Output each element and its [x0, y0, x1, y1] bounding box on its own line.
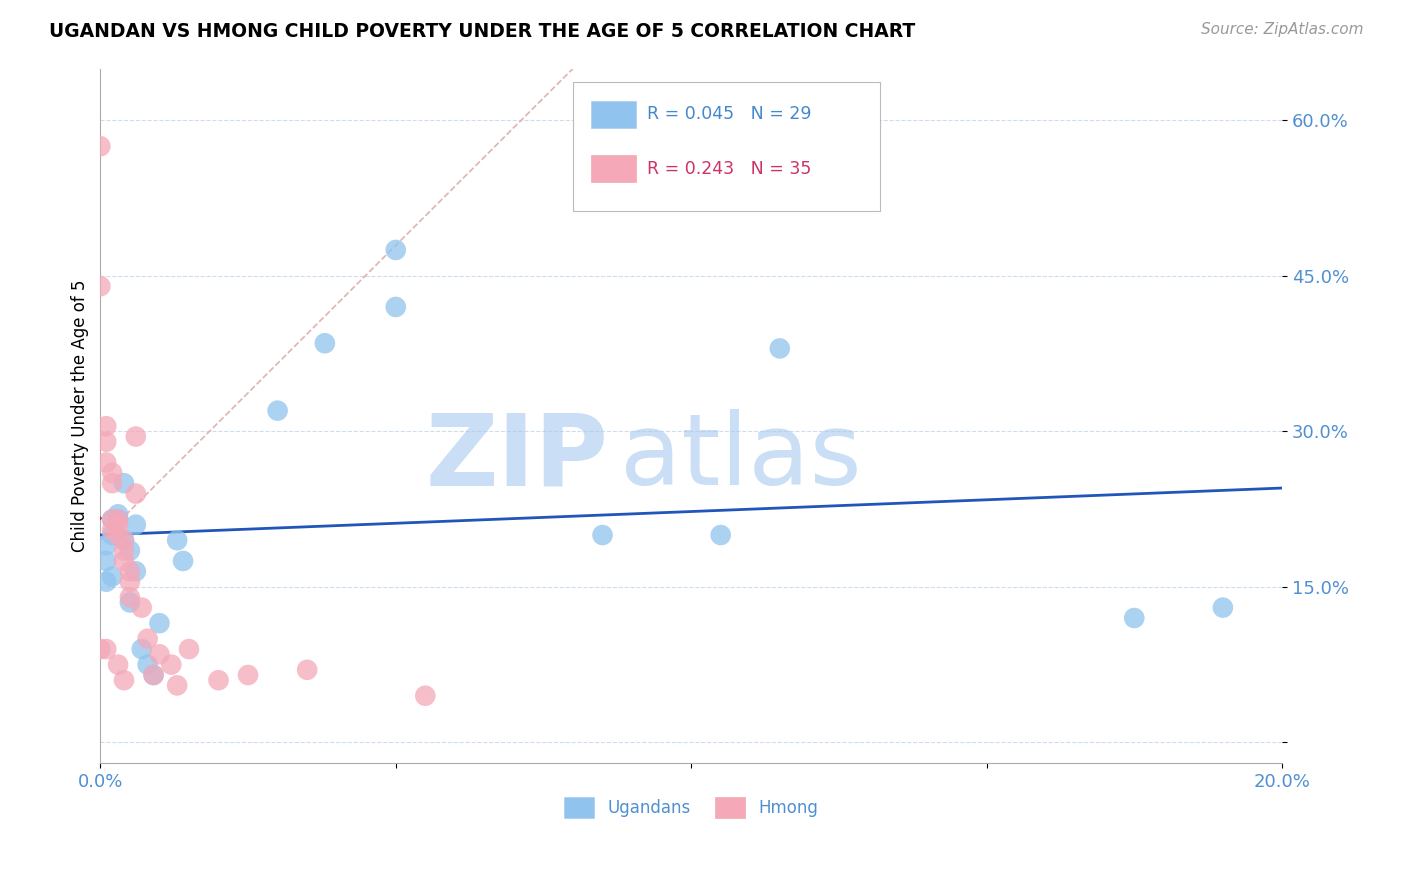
Point [136, 632, 159, 646]
Point [172, 554, 194, 568]
Point [131, 600, 153, 615]
Point [118, 591, 141, 605]
Point [89, 279, 111, 293]
Point [89, 642, 111, 657]
Point [101, 528, 124, 542]
Point [148, 647, 170, 661]
Point [131, 642, 153, 657]
Point [1212, 600, 1234, 615]
Point [384, 243, 406, 257]
Point [266, 403, 288, 417]
Point [592, 528, 614, 542]
Point [96, 538, 118, 552]
Point [166, 533, 188, 548]
Point [142, 668, 165, 682]
Text: UGANDAN VS HMONG CHILD POVERTY UNDER THE AGE OF 5 CORRELATION CHART: UGANDAN VS HMONG CHILD POVERTY UNDER THE… [49, 22, 915, 41]
Point [107, 512, 129, 526]
Point [96, 642, 118, 657]
Point [101, 569, 124, 583]
Point [96, 434, 118, 449]
FancyBboxPatch shape [591, 155, 636, 182]
Point [125, 486, 148, 500]
Point [96, 574, 118, 589]
Legend: Ugandans, Hmong: Ugandans, Hmong [557, 790, 825, 824]
Point [142, 668, 165, 682]
Point [160, 657, 183, 672]
Point [96, 554, 118, 568]
Point [148, 616, 170, 631]
Text: R = 0.243   N = 35: R = 0.243 N = 35 [647, 160, 811, 178]
Point [295, 663, 318, 677]
FancyBboxPatch shape [574, 82, 880, 211]
Text: R = 0.045   N = 29: R = 0.045 N = 29 [647, 105, 811, 123]
Point [101, 523, 124, 537]
Point [136, 657, 159, 672]
Text: atlas: atlas [620, 409, 862, 506]
Y-axis label: Child Poverty Under the Age of 5: Child Poverty Under the Age of 5 [72, 279, 89, 552]
Point [89, 139, 111, 153]
Point [112, 554, 135, 568]
Point [112, 533, 135, 548]
Point [166, 678, 188, 692]
Point [112, 533, 135, 548]
Point [236, 668, 259, 682]
Point [314, 336, 336, 351]
Point [1123, 611, 1146, 625]
Point [118, 565, 141, 579]
Point [101, 512, 124, 526]
Point [118, 543, 141, 558]
Point [413, 689, 436, 703]
Point [112, 476, 135, 491]
Point [125, 565, 148, 579]
Point [101, 512, 124, 526]
Text: ZIP: ZIP [426, 409, 609, 506]
Point [107, 517, 129, 532]
Point [96, 455, 118, 469]
Point [112, 673, 135, 688]
Point [107, 528, 129, 542]
Point [96, 419, 118, 434]
Point [177, 642, 200, 657]
Point [118, 595, 141, 609]
Point [107, 508, 129, 522]
Point [207, 673, 229, 688]
Point [769, 342, 792, 356]
FancyBboxPatch shape [591, 101, 636, 128]
Point [107, 657, 129, 672]
Point [101, 476, 124, 491]
Point [710, 528, 733, 542]
Point [101, 466, 124, 480]
Text: Source: ZipAtlas.com: Source: ZipAtlas.com [1201, 22, 1364, 37]
Point [384, 300, 406, 314]
Point [125, 429, 148, 443]
Point [107, 512, 129, 526]
Point [125, 517, 148, 532]
Point [112, 543, 135, 558]
Point [118, 574, 141, 589]
